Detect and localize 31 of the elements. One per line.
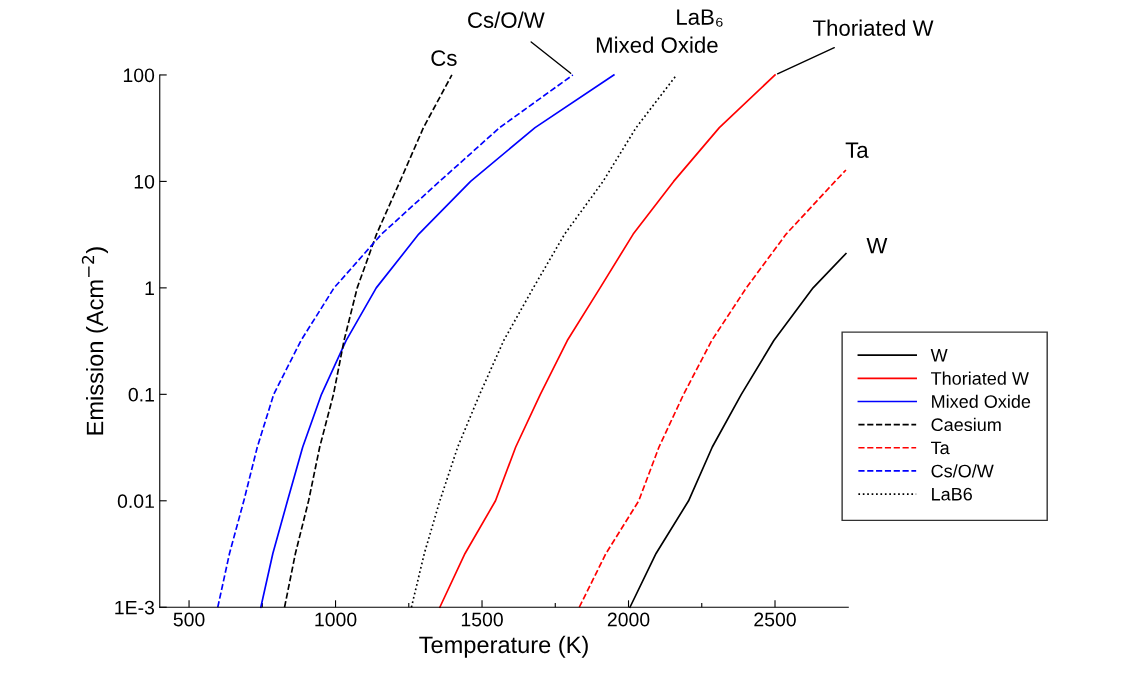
line-series: [259, 74, 615, 609]
legend-label: Caesium: [931, 417, 1001, 432]
x-tick-label: 500: [173, 612, 205, 627]
annotation: W: [866, 238, 888, 254]
legend-label: Thoriated W: [931, 371, 1029, 385]
y-axis-title: Emission (Acm$^{−2}$): [81, 247, 109, 435]
annotation: Thoriated W: [812, 19, 934, 36]
y-tick-label: 0.1: [128, 387, 154, 402]
legend-label: Ta: [931, 441, 950, 455]
legend-label: LaB6: [932, 487, 972, 501]
x-tick-label: 2000: [607, 612, 650, 627]
line-series: [439, 74, 776, 609]
y-tick-label: 1E-3: [115, 600, 155, 615]
line-series: [216, 74, 574, 609]
y-tick-label: 1: [145, 281, 154, 295]
legend-label: Mixed Oxide: [932, 394, 1031, 408]
x-tick-label: 1000: [315, 612, 357, 627]
x-axis-title: Temperature (K): [419, 635, 588, 658]
x-tick-label: 1500: [461, 612, 503, 627]
y-tick-label: 100: [123, 68, 155, 83]
x-tick-label: 2500: [754, 612, 796, 627]
y-tick-label: 10: [134, 174, 155, 189]
y-tick-label: 0.01: [117, 494, 154, 509]
legend-label: Cs/O/W: [931, 464, 994, 478]
annotation: Cs: [431, 50, 457, 66]
annotation: Ta: [845, 142, 869, 158]
line-series: [578, 169, 847, 609]
annotation: Cs/O/W: [468, 11, 545, 28]
legend-label: W: [930, 349, 948, 362]
annotation: LaB₆: [677, 9, 723, 27]
annotation: Mixed Oxide: [596, 36, 718, 53]
